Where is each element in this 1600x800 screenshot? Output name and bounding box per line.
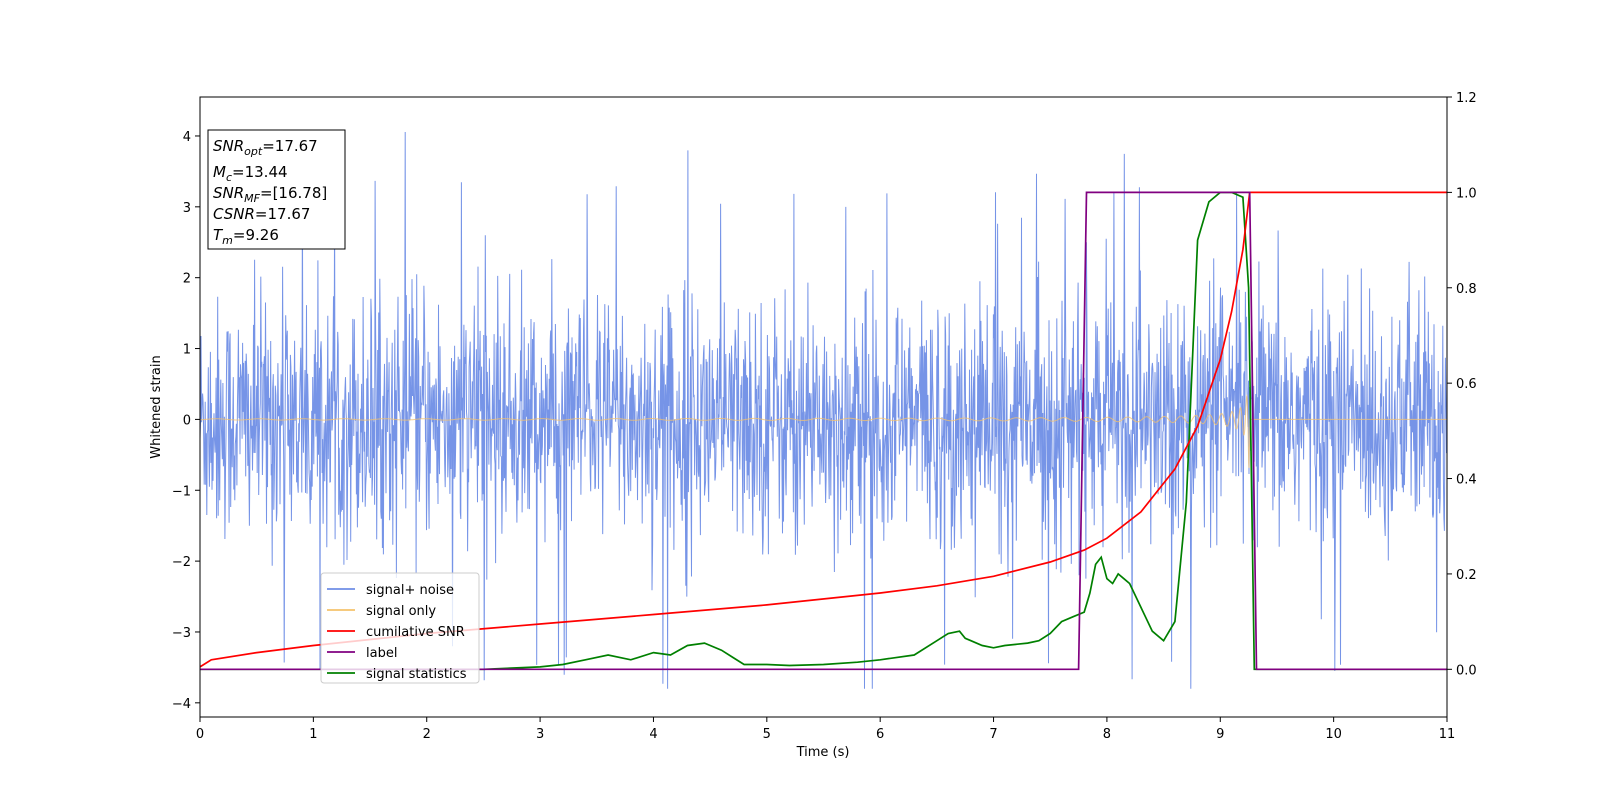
y2-tick-label: 1.2 bbox=[1456, 91, 1477, 106]
x-tick-label: 4 bbox=[649, 727, 657, 742]
x-tick-label: 5 bbox=[763, 727, 771, 742]
y2-tick-label: 0.8 bbox=[1456, 282, 1477, 297]
y-tick-label: 2 bbox=[183, 272, 191, 287]
info-mc: Mc=13.44 bbox=[213, 163, 288, 184]
x-tick-label: 9 bbox=[1216, 727, 1224, 742]
x-tick-label: 8 bbox=[1103, 727, 1111, 742]
x-tick-label: 0 bbox=[196, 727, 204, 742]
x-tick-label: 7 bbox=[989, 727, 997, 742]
legend-signal-statistics-label: signal statistics bbox=[366, 667, 467, 682]
y-tick-label: −2 bbox=[172, 555, 191, 570]
info-tm: Tm=9.26 bbox=[213, 226, 279, 247]
signal-only-line bbox=[199, 394, 1447, 468]
signal-only-series bbox=[199, 394, 1447, 468]
legend-signal-only-label: signal only bbox=[366, 604, 436, 619]
legend-frame bbox=[320, 572, 480, 684]
signal-statistics-line bbox=[200, 191, 1447, 671]
y2-tick-label: 0.2 bbox=[1456, 568, 1477, 583]
info-box-frame bbox=[207, 129, 346, 250]
x-tick-label: 3 bbox=[536, 727, 544, 742]
y2-tick-label: 0.4 bbox=[1456, 473, 1477, 488]
y2-axis-ticks: 1.2 1.0 0.8 0.6 0.4 0.2 0.0 bbox=[1447, 91, 1477, 678]
noise-series bbox=[199, 131, 1448, 689]
noise-line bbox=[199, 131, 1448, 689]
y-tick-label: 4 bbox=[183, 130, 191, 145]
info-box: SNRopt=17.67 Mc=13.44 SNRMF=[16.78] CSNR… bbox=[207, 129, 346, 250]
y-tick-label: 0 bbox=[183, 413, 191, 428]
y-tick-label: −4 bbox=[172, 697, 191, 712]
y-axis-ticks: 4 3 2 1 0 −1 −2 −3 −4 bbox=[172, 130, 200, 712]
y-tick-label: −1 bbox=[172, 484, 191, 499]
legend-label-label: label bbox=[366, 646, 397, 661]
y-tick-label: −3 bbox=[172, 626, 191, 641]
x-tick-label: 10 bbox=[1325, 727, 1342, 742]
y2-tick-label: 0.6 bbox=[1456, 377, 1477, 392]
x-tick-label: 1 bbox=[309, 727, 317, 742]
label-line bbox=[200, 191, 1447, 671]
info-csnr: CSNR=17.67 bbox=[213, 205, 310, 223]
x-axis-label: Time (s) bbox=[796, 745, 850, 760]
y2-tick-label: 1.0 bbox=[1456, 186, 1477, 201]
info-snr-mf: SNRMF=[16.78] bbox=[213, 184, 327, 205]
plot-frame bbox=[199, 96, 1448, 718]
x-tick-label: 6 bbox=[876, 727, 884, 742]
x-tick-label: 2 bbox=[423, 727, 431, 742]
y-tick-label: 3 bbox=[183, 201, 191, 216]
legend: signal+ noise signal only cumilative SNR la… bbox=[320, 572, 480, 684]
legend-items: signal+ noise signal only cumilative SNR la… bbox=[327, 583, 467, 682]
legend-signal-noise-label: signal+ noise bbox=[366, 583, 454, 598]
x-axis-ticks: 0 1 2 3 4 5 6 7 8 9 10 11 bbox=[196, 717, 1455, 742]
y2-tick-label: 0.0 bbox=[1456, 663, 1477, 678]
x-tick-label: 11 bbox=[1439, 727, 1456, 742]
info-snr-opt: SNRopt=17.67 bbox=[213, 137, 318, 158]
y-axis-label: Whitened strain bbox=[149, 355, 164, 458]
y-tick-label: 1 bbox=[183, 343, 191, 358]
legend-cumulative-snr-label: cumilative SNR bbox=[366, 625, 465, 640]
